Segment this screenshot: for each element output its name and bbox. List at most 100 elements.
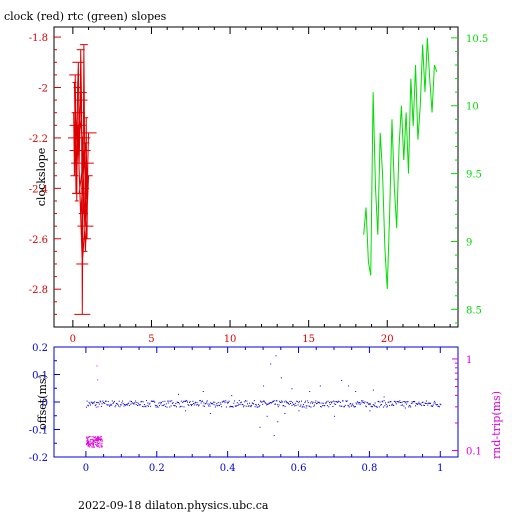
- offset-point: [118, 400, 120, 402]
- offset-point: [376, 406, 378, 408]
- offset-point: [298, 400, 300, 402]
- offset-point: [111, 404, 113, 406]
- offset-point: [92, 402, 94, 404]
- rnd-trip-point: [97, 443, 99, 445]
- offset-point: [330, 401, 332, 403]
- offset-point: [410, 406, 412, 408]
- offset-point: [152, 400, 154, 402]
- offset-point: [168, 400, 170, 402]
- offset-point: [290, 403, 292, 404]
- offset-point: [334, 401, 336, 403]
- offset-point: [219, 405, 220, 407]
- offset-point: [148, 405, 149, 407]
- offset-point: [323, 405, 325, 406]
- offset-point: [421, 402, 423, 403]
- bottom-x-tick-label: 0.8: [361, 463, 377, 474]
- offset-point: [100, 405, 102, 407]
- offset-point: [282, 405, 284, 407]
- offset-point: [297, 404, 299, 406]
- rnd-trip-point: [89, 446, 91, 448]
- offset-point: [202, 400, 203, 402]
- offset-point: [241, 404, 243, 406]
- offset-point: [267, 403, 269, 405]
- offset-point: [163, 405, 165, 407]
- offset-point: [324, 402, 326, 404]
- footer-label: 2022-09-18 dilaton.physics.ubc.ca: [78, 499, 269, 512]
- offset-point: [217, 405, 218, 407]
- offset-point: [132, 402, 134, 404]
- offset-point: [305, 400, 307, 402]
- offset-point: [269, 401, 271, 403]
- offset-point: [331, 402, 332, 404]
- offset-point: [318, 401, 320, 403]
- offset-point: [183, 406, 185, 408]
- rnd-trip-point: [93, 446, 95, 448]
- offset-point: [266, 404, 268, 405]
- rnd-trip-point: [93, 441, 95, 443]
- offset-point: [100, 401, 102, 403]
- offset-point: [393, 405, 395, 406]
- offset-point: [301, 400, 302, 402]
- rnd-trip-point: [101, 441, 103, 443]
- top-y-axis-label: clockslope: [35, 148, 48, 206]
- offset-point: [279, 402, 281, 403]
- offset-point: [271, 401, 273, 403]
- offset-point: [336, 401, 338, 403]
- offset-point: [295, 405, 297, 407]
- offset-outlier-point: [334, 415, 335, 417]
- rnd-trip-point: [95, 441, 97, 443]
- offset-point: [236, 402, 238, 404]
- offset-point: [416, 403, 418, 405]
- offset-point: [357, 401, 358, 403]
- offset-point: [439, 403, 441, 405]
- offset-point: [410, 402, 412, 404]
- offset-point: [328, 406, 330, 408]
- offset-point: [382, 406, 384, 408]
- offset-point: [415, 405, 416, 407]
- rnd-trip-point: [100, 438, 102, 440]
- bottom-left-y-axis-label: offset(ms): [36, 374, 49, 430]
- offset-point: [223, 400, 225, 402]
- offset-point: [171, 400, 173, 402]
- offset-point: [408, 406, 410, 408]
- offset-point: [385, 403, 387, 405]
- offset-point: [224, 402, 226, 404]
- offset-point: [391, 404, 393, 406]
- offset-point: [260, 400, 261, 402]
- rnd-trip-point: [92, 446, 94, 448]
- top-chart: 0 5 10 15 20 -1.8 -2 -2.2 -2.4 -2.6 -2.8 10.5 10 9.5 9…: [29, 26, 488, 345]
- offset-point: [283, 401, 285, 403]
- offset-point: [171, 402, 173, 404]
- offset-point: [428, 402, 429, 404]
- offset-point: [358, 403, 360, 405]
- offset-point: [376, 406, 378, 408]
- offset-point: [206, 401, 208, 403]
- offset-point: [137, 405, 139, 406]
- offset-point: [422, 401, 424, 403]
- offset-point: [102, 400, 104, 402]
- offset-outlier-point: [270, 363, 272, 365]
- offset-point: [149, 402, 151, 404]
- offset-point: [134, 402, 136, 404]
- offset-point: [370, 405, 372, 407]
- offset-point: [178, 403, 180, 405]
- rnd-trip-point: [87, 444, 89, 445]
- top-x-tick-label: 5: [148, 334, 154, 345]
- top-right-y-tick-label: 10.5: [466, 34, 488, 45]
- offset-point: [255, 404, 257, 406]
- offset-point: [128, 405, 130, 407]
- rnd-trip-point: [99, 446, 101, 448]
- offset-point: [359, 404, 361, 406]
- offset-point: [174, 405, 175, 407]
- offset-point: [176, 401, 178, 403]
- offset-outlier-point: [305, 407, 307, 409]
- offset-point: [309, 402, 311, 404]
- rnd-trip-point: [92, 444, 94, 446]
- offset-point: [249, 405, 251, 407]
- offset-point: [259, 405, 261, 407]
- offset-point: [201, 400, 203, 402]
- top-left-y-tick-label: -2: [38, 84, 48, 95]
- rnd-trip-point: [90, 441, 92, 443]
- rnd-trip-point: [91, 442, 93, 444]
- rnd-trip-point: [97, 438, 99, 440]
